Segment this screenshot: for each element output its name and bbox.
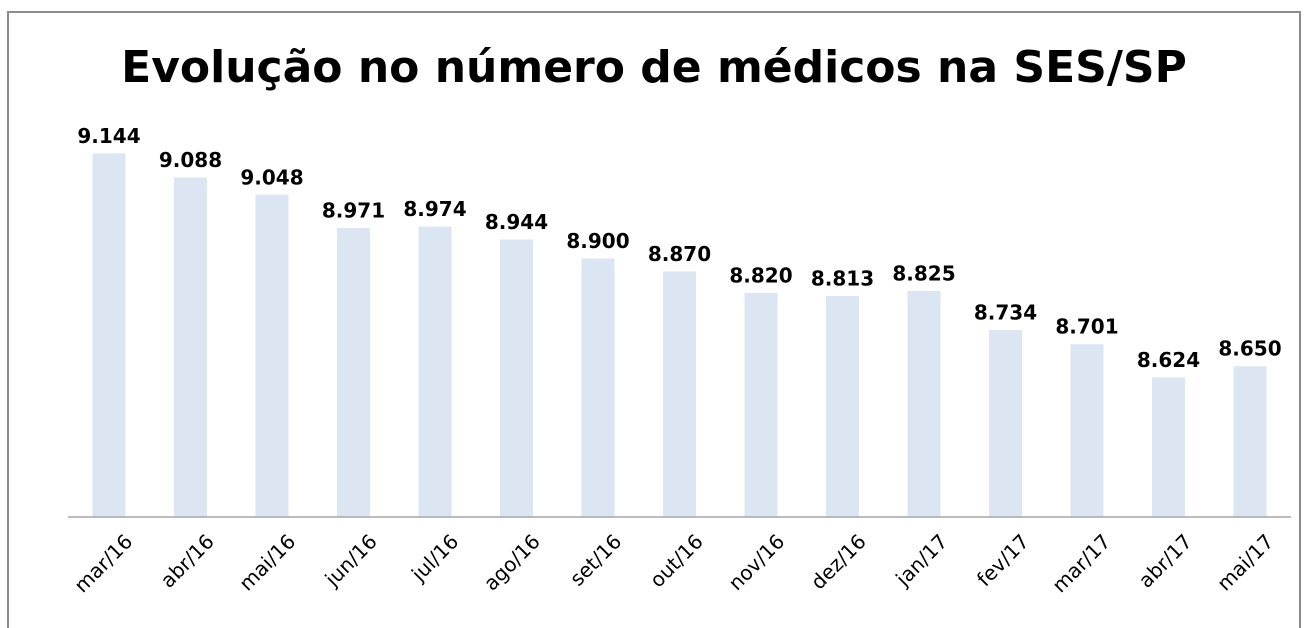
data-label: 8.825 — [892, 261, 955, 285]
chart-title: Evolução no número de médicos na SES/SP — [121, 42, 1187, 93]
bar — [826, 295, 859, 517]
bar — [418, 226, 452, 517]
bar — [174, 177, 207, 517]
bar — [92, 153, 126, 518]
data-label: 8.813 — [811, 266, 874, 290]
data-label: 8.820 — [729, 263, 792, 287]
data-label: 9.144 — [77, 124, 140, 148]
bar — [337, 227, 370, 517]
bar — [581, 258, 615, 517]
data-label: 8.944 — [485, 210, 548, 234]
data-label: 8.900 — [566, 229, 629, 253]
data-label: 8.971 — [322, 198, 385, 222]
data-label: 8.624 — [1137, 348, 1200, 372]
chart-border — [7, 11, 1301, 628]
data-label: 8.734 — [974, 301, 1037, 325]
data-label: 9.088 — [159, 148, 222, 172]
bar — [1152, 377, 1185, 517]
bar — [1070, 344, 1104, 517]
bar — [1233, 366, 1267, 517]
data-label: 9.048 — [240, 165, 303, 189]
bar — [744, 292, 778, 517]
bar — [907, 290, 941, 517]
bar — [989, 330, 1022, 517]
data-label: 8.701 — [1055, 315, 1118, 339]
data-label: 8.650 — [1218, 337, 1281, 361]
data-label: 8.870 — [648, 242, 711, 266]
bar — [255, 194, 289, 517]
data-label: 8.974 — [403, 197, 466, 221]
bar — [663, 271, 696, 517]
bar — [500, 239, 533, 517]
